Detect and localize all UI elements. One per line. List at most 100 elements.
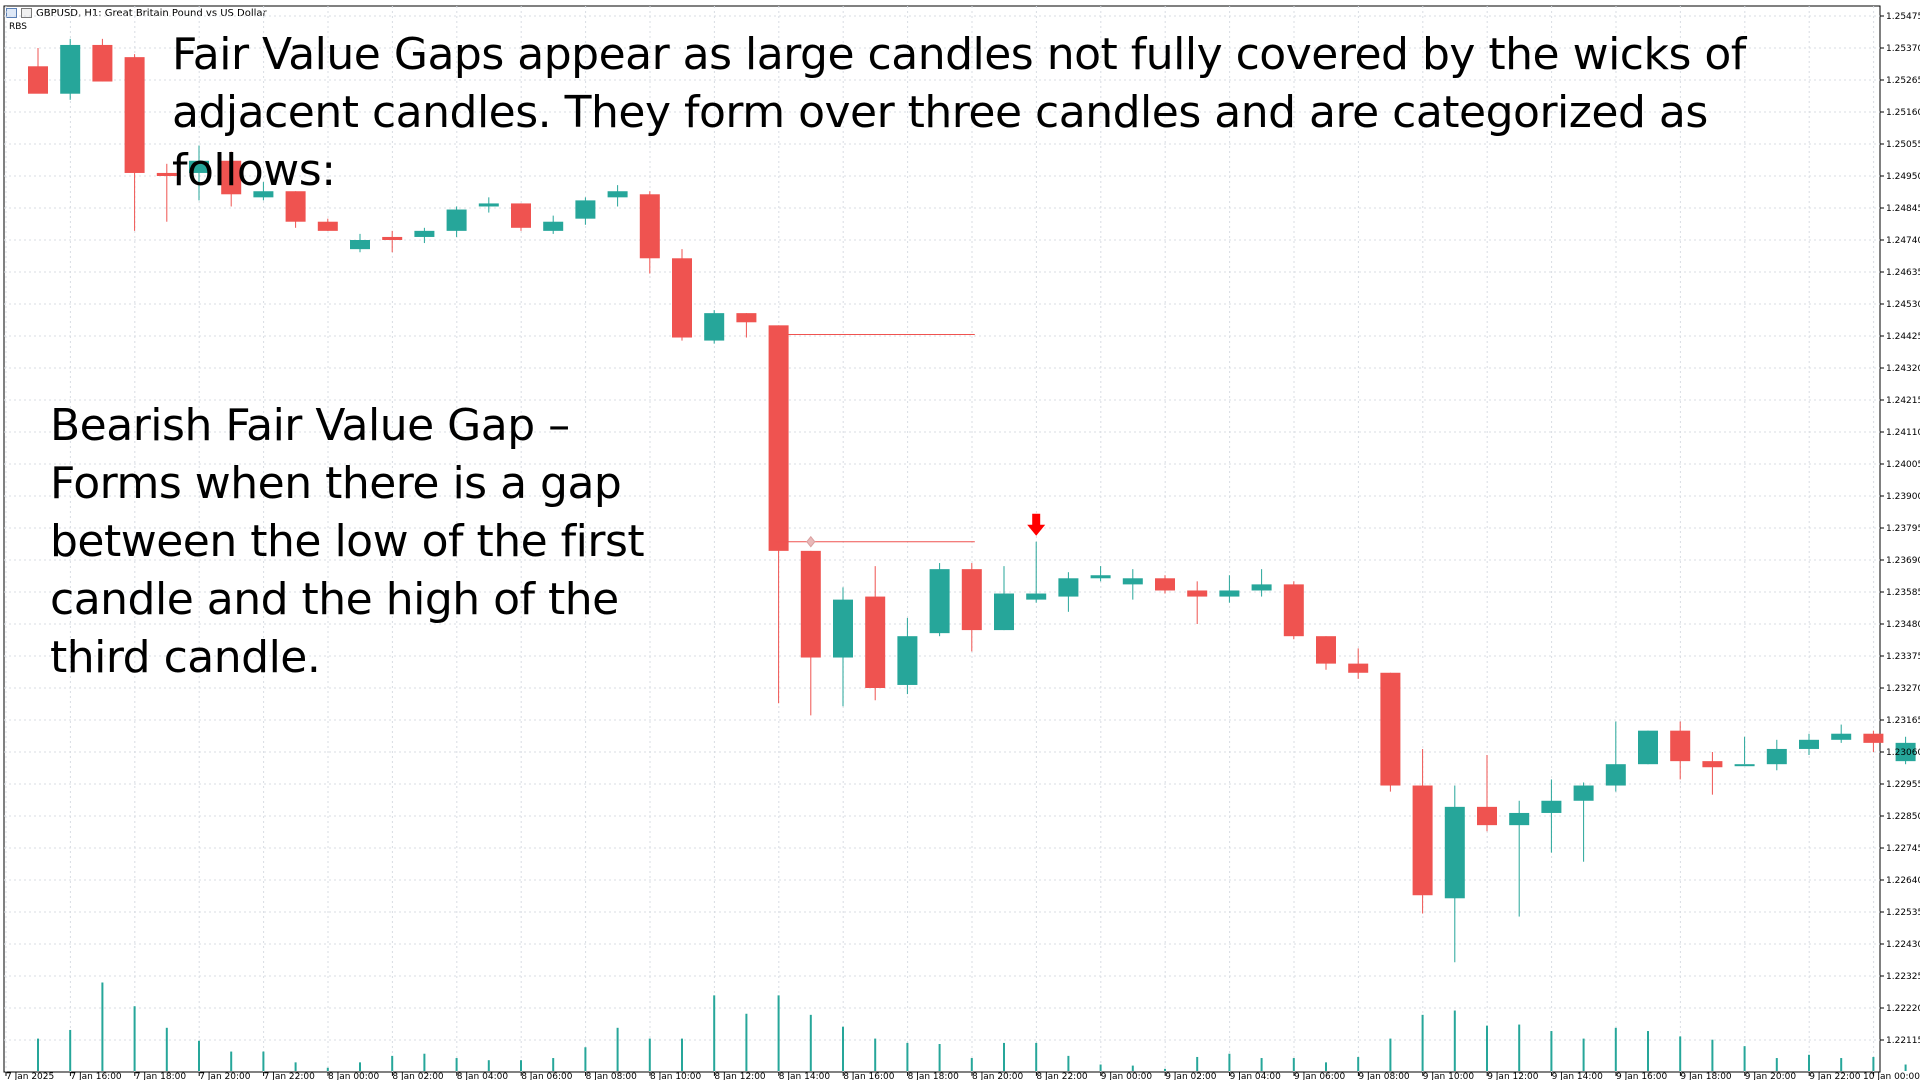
- candle-body: [1895, 742, 1916, 762]
- time-label: 9 Jan 20:00: [1745, 1072, 1797, 1080]
- headline-annotation: Fair Value Gaps appear as large candles …: [172, 29, 1746, 196]
- price-label: 1.24425: [1886, 332, 1920, 342]
- price-label: 1.22535: [1886, 908, 1920, 918]
- candle-body: [124, 57, 145, 173]
- candle: [253, 182, 274, 201]
- candle: [1380, 672, 1401, 792]
- price-label: 1.23270: [1886, 684, 1920, 694]
- time-label: 7 Jan 22:00: [264, 1072, 316, 1080]
- candle-body: [865, 596, 886, 688]
- candle: [833, 587, 853, 707]
- candle: [1895, 736, 1916, 765]
- candle: [1090, 566, 1111, 582]
- fvg-marker: [806, 535, 816, 548]
- time-label: 7 Jan 18:00: [135, 1072, 187, 1080]
- candle-body: [1638, 730, 1658, 765]
- price-label: 1.24215: [1886, 396, 1920, 406]
- candle: [124, 54, 145, 231]
- candle-body: [1766, 748, 1787, 765]
- time-label: 8 Jan 10:00: [650, 1072, 702, 1080]
- candle-body: [317, 221, 338, 231]
- arrow-shape: [1027, 513, 1046, 536]
- price-label: 1.24530: [1886, 300, 1920, 310]
- candle: [285, 191, 306, 228]
- candle-body: [221, 160, 242, 195]
- candle-body: [1283, 584, 1304, 637]
- candle: [1026, 541, 1047, 603]
- candle: [704, 310, 725, 344]
- price-label: 1.24740: [1886, 236, 1920, 246]
- sell-signal-arrow-icon: [1027, 513, 1046, 536]
- time-label: 9 Jan 12:00: [1487, 1072, 1539, 1080]
- candle: [865, 566, 886, 701]
- price-label: 1.22745: [1886, 844, 1920, 854]
- time-label: 9 Jan 02:00: [1165, 1072, 1217, 1080]
- candle-body: [92, 44, 113, 82]
- time-label: 7 Jan 2025: [6, 1072, 54, 1080]
- price-label: 1.25265: [1886, 76, 1920, 86]
- candle: [446, 206, 467, 237]
- chart-grid: [3, 5, 1881, 1073]
- time-label: 8 Jan 04:00: [457, 1072, 509, 1080]
- bearish-fvg-explanation: Bearish Fair Value Gap – Forms when ther…: [50, 400, 645, 683]
- candle-body: [1444, 806, 1465, 899]
- time-label: 8 Jan 02:00: [392, 1072, 444, 1080]
- time-label: 9 Jan 22:00: [1809, 1072, 1861, 1080]
- candle-body: [285, 191, 306, 222]
- time-label: 10 Jan 00:00: [1863, 1072, 1920, 1080]
- chart-mode-icon[interactable]: [21, 8, 32, 18]
- candle-body: [607, 191, 628, 198]
- price-label: 1.22850: [1886, 812, 1920, 822]
- candle: [317, 218, 338, 231]
- candle: [736, 313, 757, 338]
- candle-body: [994, 593, 1014, 631]
- price-label: 1.25055: [1886, 140, 1920, 150]
- candle: [414, 227, 435, 244]
- price-label: 1.24950: [1886, 172, 1920, 182]
- candle-body: [253, 191, 274, 198]
- price-label: 1.23060: [1886, 748, 1920, 758]
- price-label: 1.24110: [1886, 428, 1920, 438]
- candle: [768, 325, 789, 704]
- time-label: 9 Jan 00:00: [1101, 1072, 1153, 1080]
- price-label: 1.22430: [1886, 940, 1920, 950]
- candle-body: [60, 44, 81, 94]
- time-label: 8 Jan 06:00: [521, 1072, 573, 1080]
- candle-body: [1090, 575, 1111, 579]
- candle-body: [1477, 806, 1497, 826]
- price-label: 1.24320: [1886, 364, 1920, 374]
- candle: [60, 38, 81, 100]
- candle-body: [511, 203, 531, 228]
- plot-frame: [3, 5, 1881, 1073]
- price-axis: 1.25475 1.25370 1.25265 1.25160 1.25055 1.249…: [1880, 12, 1920, 1046]
- time-label: 9 Jan 04:00: [1230, 1072, 1282, 1080]
- time-label: 8 Jan 12:00: [714, 1072, 766, 1080]
- candle-body: [1412, 785, 1433, 896]
- candle-body: [189, 160, 209, 173]
- candle-body: [929, 569, 950, 634]
- time-label: 9 Jan 10:00: [1423, 1072, 1475, 1080]
- candle: [1219, 575, 1240, 603]
- candle: [575, 197, 596, 225]
- candle-body: [1799, 739, 1819, 749]
- candle: [92, 38, 113, 82]
- price-label: 1.23585: [1886, 588, 1920, 598]
- candle-body: [414, 230, 435, 237]
- candle: [478, 197, 499, 213]
- candle: [1573, 782, 1594, 862]
- candle: [1670, 721, 1691, 780]
- time-label: 9 Jan 06:00: [1294, 1072, 1346, 1080]
- candle: [1799, 733, 1819, 756]
- candle: [1477, 755, 1497, 832]
- candle-body: [1348, 663, 1369, 673]
- candle-body: [1219, 590, 1240, 597]
- volume-bars: [37, 982, 1907, 1071]
- price-label: 1.22115: [1886, 1036, 1920, 1046]
- candle-body: [1316, 636, 1336, 664]
- candle-body: [543, 221, 564, 231]
- candle: [1283, 581, 1304, 640]
- candle-body: [1155, 578, 1175, 591]
- candle-body: [833, 599, 853, 658]
- time-label: 8 Jan 22:00: [1036, 1072, 1088, 1080]
